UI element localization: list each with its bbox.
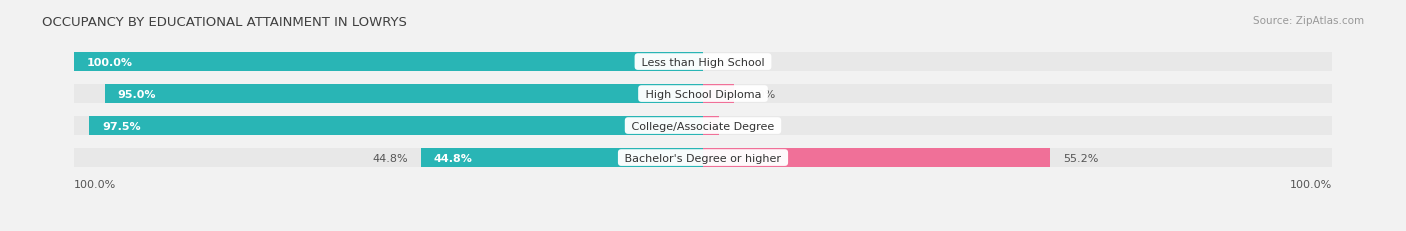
- Bar: [73, 148, 1333, 168]
- Text: Bachelor's Degree or higher: Bachelor's Degree or higher: [621, 153, 785, 163]
- Text: High School Diploma: High School Diploma: [641, 89, 765, 99]
- Bar: [73, 84, 1333, 104]
- Text: 2.5%: 2.5%: [731, 121, 759, 131]
- Text: 55.2%: 55.2%: [1063, 153, 1098, 163]
- Bar: [105, 84, 703, 104]
- Text: 5.0%: 5.0%: [747, 89, 775, 99]
- Bar: [703, 116, 718, 136]
- Text: 100.0%: 100.0%: [86, 57, 132, 67]
- Text: OCCUPANCY BY EDUCATIONAL ATTAINMENT IN LOWRYS: OCCUPANCY BY EDUCATIONAL ATTAINMENT IN L…: [42, 16, 408, 29]
- Bar: [703, 148, 1050, 168]
- Bar: [90, 116, 703, 136]
- Bar: [73, 116, 1333, 136]
- Text: 100.0%: 100.0%: [1291, 179, 1333, 189]
- Text: 95.0%: 95.0%: [118, 89, 156, 99]
- Text: Less than High School: Less than High School: [638, 57, 768, 67]
- Text: 97.5%: 97.5%: [103, 121, 141, 131]
- Text: Source: ZipAtlas.com: Source: ZipAtlas.com: [1253, 16, 1364, 26]
- Bar: [703, 84, 734, 104]
- Text: 44.8%: 44.8%: [433, 153, 472, 163]
- Text: 44.8%: 44.8%: [373, 153, 409, 163]
- Text: College/Associate Degree: College/Associate Degree: [628, 121, 778, 131]
- Bar: [420, 148, 703, 168]
- Text: 0.0%: 0.0%: [716, 57, 744, 67]
- Text: 100.0%: 100.0%: [73, 179, 115, 189]
- Bar: [73, 52, 1333, 72]
- Bar: [73, 52, 703, 72]
